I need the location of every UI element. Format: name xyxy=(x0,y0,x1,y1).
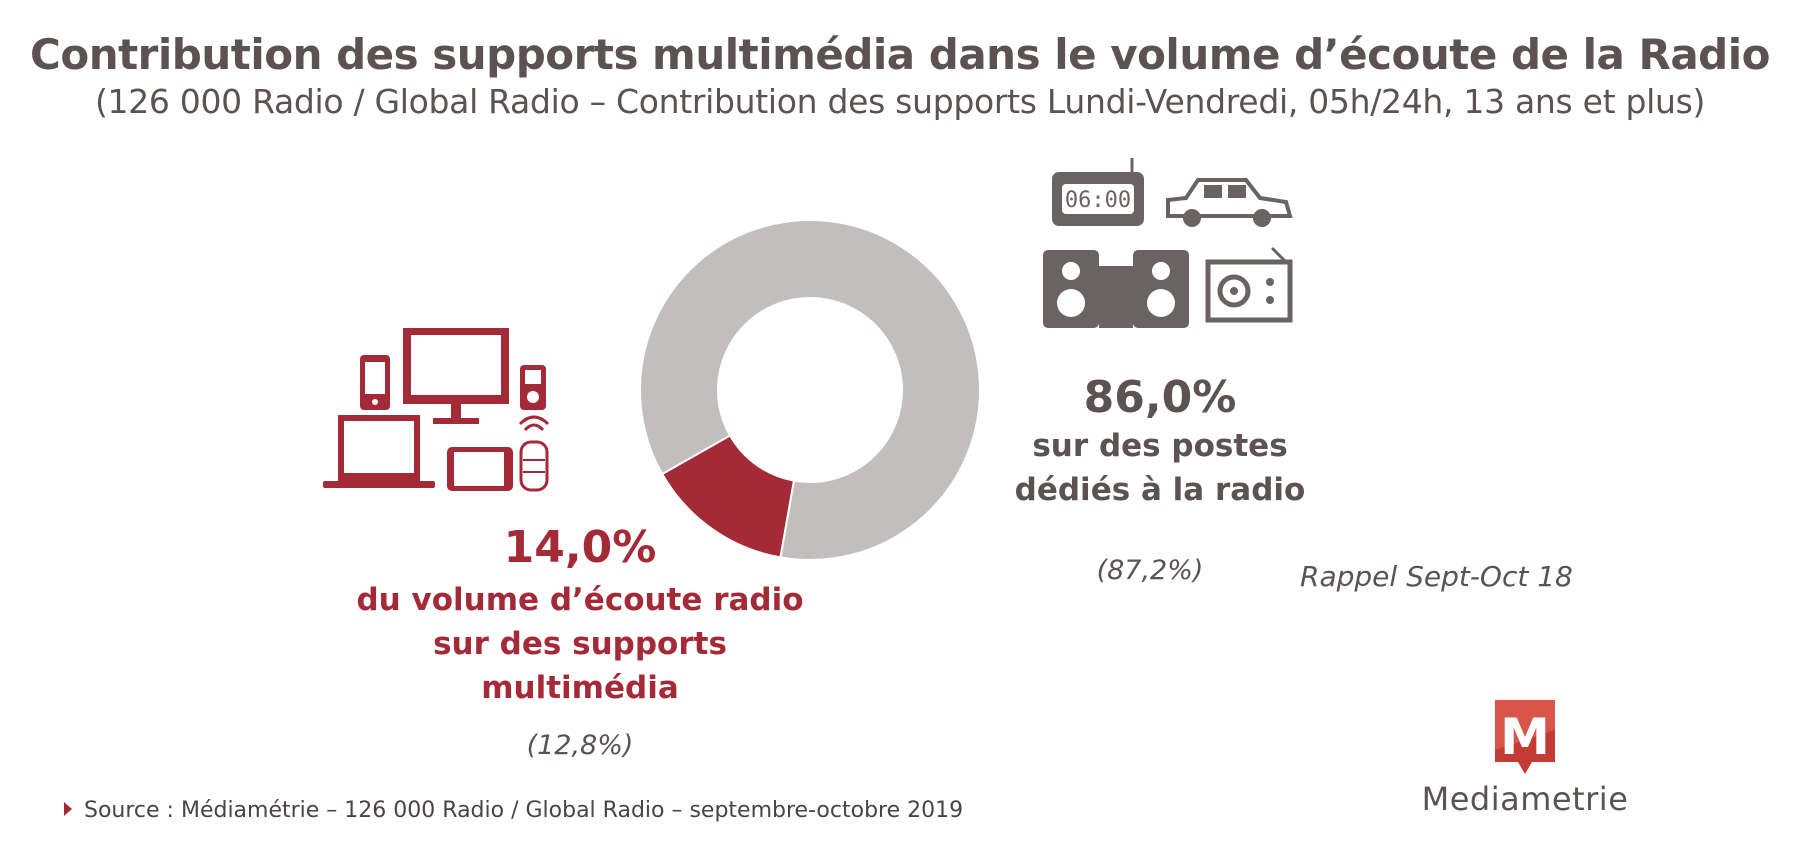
mediametrie-logo: M xyxy=(1495,700,1555,774)
donut-chart xyxy=(639,219,981,561)
source-note: Source : Médiamétrie – 126 000 Radio / G… xyxy=(84,798,964,823)
page-title: Contribution des supports multimédia dan… xyxy=(30,30,1770,79)
reminder-note: Rappel Sept-Oct 18 xyxy=(1300,560,1573,593)
clock-radio-icon: 06:00 xyxy=(1052,158,1144,226)
multimedia-description: du volume d’écoute radio sur des support… xyxy=(300,578,860,710)
multimedia-previous-value: (12,8%) xyxy=(526,730,634,761)
mediametrie-logo-mark-icon: M xyxy=(1495,700,1555,774)
smartphone-icon xyxy=(360,355,390,410)
mediametrie-logo-text: Mediametrie xyxy=(1421,780,1629,818)
mp3-player-icon xyxy=(520,365,546,410)
page-subtitle: (126 000 Radio / Global Radio – Contribu… xyxy=(94,82,1706,121)
dedicated-previous-value: (87,2%) xyxy=(1096,555,1204,586)
car-icon xyxy=(1166,178,1293,227)
radio-icon xyxy=(1205,246,1293,323)
multimedia-description-line: sur des supports xyxy=(433,626,727,662)
donut-slice-dedicated xyxy=(639,219,981,561)
dedicated-percent-label: 86,0% xyxy=(1083,372,1237,423)
dedicated-description: sur des postes dédiés à la radio xyxy=(980,424,1340,512)
clock-display: 06:00 xyxy=(1065,188,1131,213)
multimedia-icons xyxy=(323,328,550,492)
laptop-icon xyxy=(323,415,435,488)
dedicated-description-line: dédiés à la radio xyxy=(1014,472,1306,508)
multimedia-description-line: multimédia xyxy=(481,670,679,706)
svg-text:M: M xyxy=(1500,708,1550,766)
source-bullet-icon xyxy=(64,802,72,816)
hifi-speakers-icon xyxy=(1043,250,1189,328)
multimedia-percent-label: 14,0% xyxy=(503,522,657,573)
dedicated-radio-icons: 06:00 xyxy=(1043,158,1293,328)
dedicated-description-line: sur des postes xyxy=(1032,428,1288,464)
smart-speaker-icon xyxy=(518,415,550,492)
monitor-icon xyxy=(403,328,509,424)
multimedia-description-line: du volume d’écoute radio xyxy=(356,582,804,618)
tablet-icon xyxy=(447,447,513,491)
